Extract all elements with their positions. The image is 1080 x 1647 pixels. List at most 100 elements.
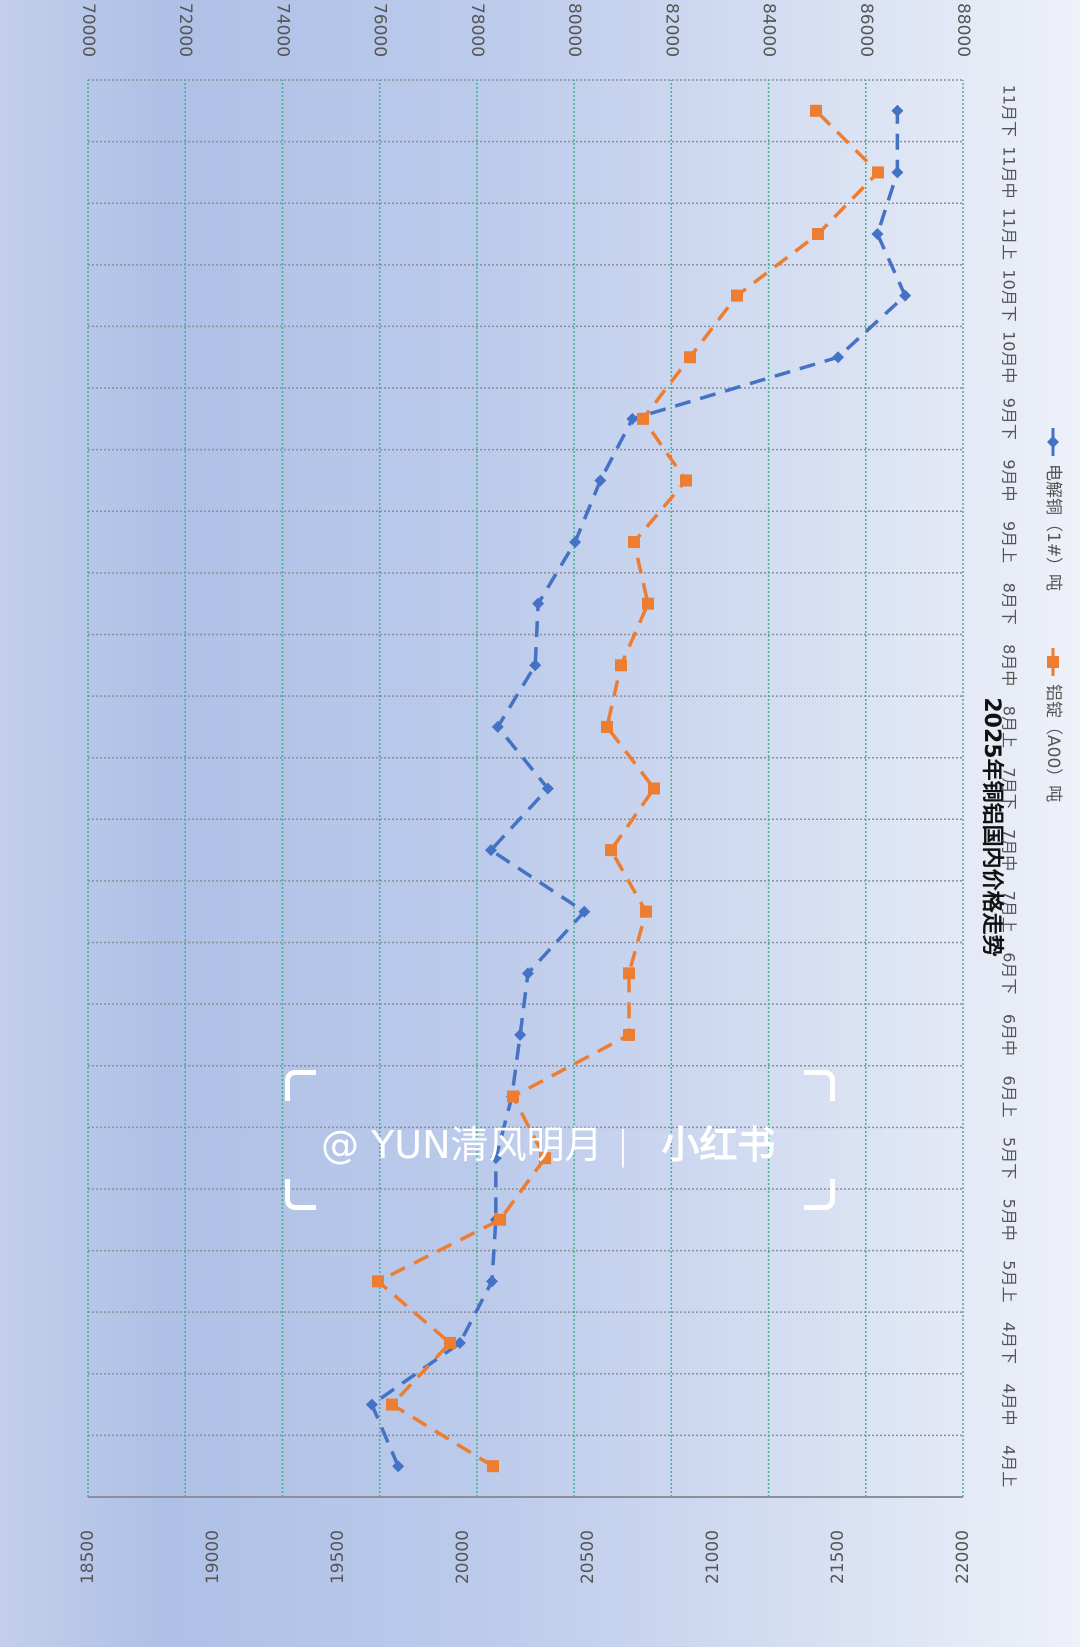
category-label: 6月中: [1000, 1014, 1019, 1056]
left-axis-tick-label: 70000: [78, 3, 98, 57]
category-label: 11月下: [1000, 85, 1019, 137]
watermark-text: @ YUN清风明月 | 小红书: [321, 1114, 775, 1169]
left-axis-tick-label: 80000: [564, 3, 584, 57]
data-point-marker: [487, 1460, 499, 1473]
data-point-marker: [539, 1152, 551, 1165]
category-label: 5月中: [1000, 1199, 1019, 1241]
category-label: 4月上: [1000, 1445, 1019, 1487]
data-point-marker: [507, 1090, 519, 1103]
category-label: 10月中: [1000, 331, 1019, 383]
data-point-marker: [810, 104, 822, 117]
category-label: 7月下: [1000, 767, 1019, 809]
left-axis-tick-label: 76000: [370, 3, 390, 57]
data-point-marker: [899, 289, 912, 302]
data-point-marker: [626, 412, 639, 425]
data-point-marker: [578, 905, 591, 918]
data-point-marker: [812, 228, 824, 241]
data-point-marker: [594, 474, 607, 487]
left-axis-tick-label: 74000: [272, 3, 292, 57]
data-point-marker: [891, 104, 904, 117]
left-axis-ticks: 70000 72000 74000 76000 78000 80000 82000 84000…: [78, 3, 973, 57]
watermark-corner: [804, 1070, 835, 1101]
left-axis-tick-label: 78000: [467, 3, 487, 57]
data-point-marker: [891, 166, 904, 179]
data-point-marker: [684, 351, 696, 364]
category-label: 7月中: [1000, 829, 1019, 871]
category-label: 11月中: [1000, 146, 1019, 198]
watermark-separator: |: [616, 1123, 630, 1167]
data-point-marker: [832, 351, 845, 364]
right-axis-tick-label: 18500: [78, 1530, 98, 1584]
watermark-corner: [285, 1179, 316, 1210]
right-axis-tick-label: 20000: [453, 1530, 473, 1584]
data-series: [365, 104, 912, 1473]
category-label: 5月下: [1000, 1137, 1019, 1179]
grid-lines: [87, 79, 964, 1498]
data-point-marker: [601, 720, 613, 733]
left-axis-tick-label: 84000: [759, 3, 779, 57]
series-line: [369, 110, 908, 1467]
data-point-marker: [605, 844, 617, 857]
watermark: @ YUN清风明月 | 小红书: [285, 1070, 835, 1210]
data-point-marker: [628, 536, 640, 549]
series-line: [374, 109, 881, 1468]
right-axis-ticks: 18500 19000 19500 20000 20500 21000 21500 22000: [78, 1530, 973, 1584]
data-point-marker: [444, 1336, 456, 1349]
legend: 电解铜（1#）吨铝锭（A00）吨: [1043, 428, 1063, 802]
data-point-marker: [871, 228, 884, 241]
legend-marker-icon: [1047, 436, 1059, 448]
watermark-corner: [285, 1070, 316, 1101]
right-axis-tick-label: 19500: [328, 1530, 348, 1584]
data-point-marker: [637, 412, 649, 425]
right-axis-tick-label: 21000: [703, 1530, 723, 1584]
category-label: 9月上: [1000, 521, 1019, 563]
data-point-marker: [372, 1275, 384, 1288]
data-point-marker: [648, 782, 660, 795]
category-label: 4月中: [1000, 1383, 1019, 1425]
watermark-brand: 小红书: [661, 1123, 776, 1167]
data-point-marker: [640, 905, 652, 918]
data-point-marker: [365, 1398, 378, 1411]
category-label: 10月下: [1000, 269, 1019, 321]
category-label: 8月上: [1000, 706, 1019, 748]
category-label: 6月下: [1000, 952, 1019, 994]
right-axis-tick-label: 22000: [953, 1530, 973, 1584]
category-label: 7月上: [1000, 891, 1019, 933]
watermark-handle: @ YUN清风明月: [321, 1123, 603, 1167]
data-point-marker: [521, 967, 534, 980]
left-axis-tick-label: 72000: [175, 3, 195, 57]
left-axis-tick-label: 86000: [856, 3, 876, 57]
left-axis-tick-label: 88000: [953, 3, 973, 57]
data-point-marker: [453, 1336, 466, 1349]
data-point-marker: [514, 1028, 527, 1041]
category-label: 8月中: [1000, 644, 1019, 686]
data-point-marker: [529, 659, 542, 672]
right-axis-tick-label: 20500: [578, 1530, 598, 1584]
category-label: 9月中: [1000, 459, 1019, 501]
legend-marker-icon: [1047, 656, 1059, 668]
data-point-marker: [623, 1028, 635, 1041]
data-point-marker: [485, 1275, 498, 1288]
right-axis-tick-label: 19000: [203, 1530, 223, 1584]
data-point-marker: [494, 1213, 506, 1226]
category-label: 9月下: [1000, 398, 1019, 440]
data-point-marker: [386, 1398, 398, 1411]
legend-label: 铝锭（A00）吨: [1043, 684, 1063, 802]
data-point-marker: [615, 659, 627, 672]
chart-title: 2025年铜铝国内价格走势: [979, 697, 1005, 956]
data-point-marker: [642, 597, 654, 610]
watermark-corner: [804, 1179, 835, 1210]
category-label: 8月下: [1000, 583, 1019, 625]
category-label: 6月上: [1000, 1075, 1019, 1117]
category-axis-ticks: 4月上 4月中 4月下 5月上 5月中 5月下 6月上 6月中 6月下 7月上 7月中 7月下 8月上 8…: [1000, 85, 1019, 1488]
data-point-marker: [532, 597, 545, 610]
left-axis-tick-label: 82000: [661, 3, 681, 57]
data-point-marker: [680, 474, 692, 487]
legend-label: 电解铜（1#）吨: [1043, 464, 1063, 591]
data-point-marker: [569, 536, 582, 549]
category-label: 5月上: [1000, 1260, 1019, 1302]
category-label: 11月上: [1000, 208, 1019, 260]
